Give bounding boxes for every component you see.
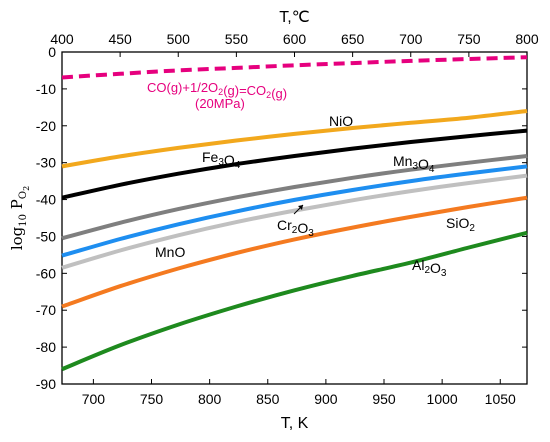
x-tick-label: 900 [314,391,338,407]
series-lines [61,55,528,372]
y-tick-label: -90 [36,376,56,392]
x-tick-label: 1050 [485,391,516,407]
x2-tick-label: 800 [515,31,539,47]
x2-tick-label: 600 [283,31,307,47]
y-tick-label: -30 [36,155,56,171]
x2-tick-label: 550 [225,31,249,47]
x2-tick-label: 450 [108,31,132,47]
x-tick-label: 750 [140,391,164,407]
label-mno: MnO [155,244,185,260]
series-line-mn3o4 [61,154,528,241]
x2-tick-label: 750 [457,31,481,47]
y-tick-label: -10 [36,81,56,97]
bottom-axis-title: T, K [281,415,309,432]
label-cr2o3: Cr2O3 [277,217,314,239]
axis-ticks: 700 750 800 850 900 950 1000 1050 400 450 500 550 60… [36,31,539,407]
x2-tick-label: 700 [399,31,423,47]
y-tick-label: 0 [48,44,56,60]
cr2o3-pointer-head [298,205,303,210]
reaction-pressure-label: (20MPa) [195,96,245,111]
series-line-fe3o4 [61,128,528,200]
x2-tick-label: 650 [341,31,365,47]
series-line-sio2 [61,195,528,309]
y-tick-label: -80 [36,339,56,355]
x-tick-label: 700 [82,391,106,407]
top-axis-title: T,℃ [279,9,309,26]
x-tick-label: 950 [372,391,396,407]
label-al2o3: Al2O3 [412,257,447,279]
x-tick-label: 1000 [427,391,458,407]
x2-tick-label: 400 [50,31,74,47]
series-line-nio [61,109,528,169]
y-tick-label: -70 [36,302,56,318]
y-tick-label: -60 [36,265,56,281]
series-line-mno [61,164,528,258]
x-tick-label: 800 [198,391,222,407]
x2-tick-label: 500 [167,31,191,47]
label-sio2: SiO2 [446,215,475,234]
x-tick-label: 850 [256,391,280,407]
reaction-label: CO(g)+1/2O2(g)=CO2(g) [147,80,287,101]
y-axis-title: log10 PO2 [8,186,31,250]
label-fe3o4: Fe3O4 [202,149,241,171]
y-tick-label: -20 [36,118,56,134]
series-line-cr2o3 [61,173,528,270]
series-line-al2o3 [61,230,528,372]
y-tick-label: -40 [36,192,56,208]
y-tick-label: -50 [36,228,56,244]
series-labels: CO(g)+1/2O2(g)=CO2(g)(20MPa) NiO Fe3O4 Mn3O… [147,80,475,279]
label-mn3o4: Mn3O4 [393,153,435,175]
series-line-co-g-1-2o2-g-co2-g-20mpa- [61,55,528,80]
label-nio: NiO [329,113,353,129]
